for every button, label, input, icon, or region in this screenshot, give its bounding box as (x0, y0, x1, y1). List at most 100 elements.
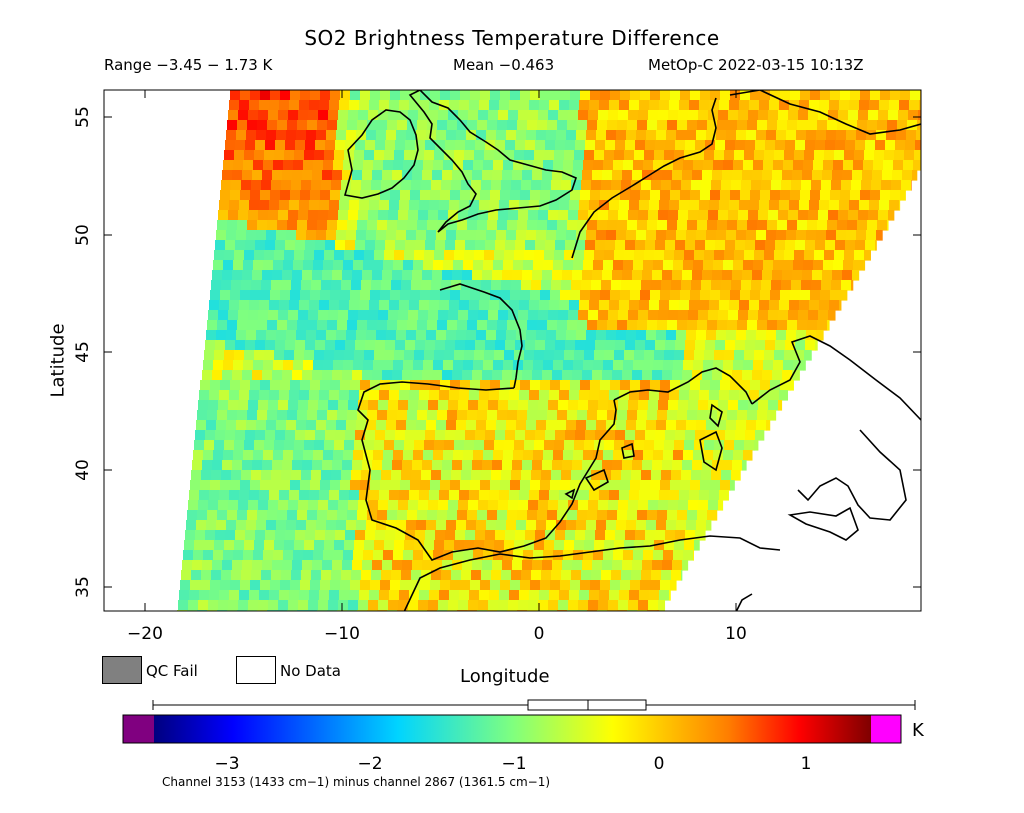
swath-pixel (639, 490, 650, 501)
swath-pixel (619, 300, 630, 311)
swath-pixel (283, 550, 294, 561)
swath-pixel (608, 500, 619, 511)
swath-pixel (215, 530, 226, 541)
swath-pixel (228, 110, 239, 121)
swath-pixel (378, 110, 389, 121)
swath-pixel (207, 410, 218, 421)
swath-pixel (335, 530, 346, 541)
swath-pixel (757, 220, 768, 231)
swath-pixel (559, 390, 570, 401)
swath-pixel (574, 350, 585, 361)
swath-pixel (372, 370, 383, 381)
swath-pixel (240, 380, 251, 391)
swath-pixel (759, 300, 770, 311)
swath-pixel (529, 590, 540, 601)
swath-pixel (598, 600, 609, 611)
swath-pixel (232, 170, 243, 181)
swath-pixel (719, 200, 730, 211)
swath-pixel (710, 190, 721, 201)
swath-pixel (859, 100, 870, 111)
swath-pixel (330, 480, 341, 491)
swath-pixel (196, 520, 207, 531)
swath-pixel (427, 510, 438, 521)
swath-pixel (223, 160, 234, 171)
swath-pixel (733, 160, 744, 171)
swath-pixel (550, 190, 561, 201)
swath-pixel (243, 550, 254, 561)
swath-pixel (558, 400, 569, 411)
swath-pixel (557, 510, 568, 521)
swath-pixel (231, 180, 242, 191)
swath-pixel (566, 130, 577, 141)
swath-pixel (408, 210, 419, 221)
swath-pixel (686, 330, 697, 341)
swath-pixel (337, 120, 348, 131)
swath-pixel (597, 610, 608, 611)
swath-pixel (672, 460, 683, 471)
swath-pixel (678, 310, 689, 321)
swath-pixel (421, 470, 432, 481)
swath-pixel (257, 120, 268, 131)
swath-pixel (431, 470, 442, 481)
swath-pixel (268, 110, 279, 121)
swath-pixel (342, 170, 353, 181)
swath-pixel (225, 340, 236, 351)
swath-pixel (444, 250, 455, 261)
swath-pixel (388, 310, 399, 321)
coastline-italy (751, 335, 921, 541)
swath-pixel (234, 250, 245, 261)
swath-pixel (738, 310, 749, 321)
swath-pixel (515, 430, 526, 441)
swath-pixel (265, 140, 276, 151)
swath-pixel (422, 560, 433, 571)
swath-pixel (700, 380, 711, 391)
swath-pixel (331, 180, 342, 191)
swath-pixel (413, 160, 424, 171)
swath-pixel (397, 220, 408, 231)
swath-pixel (816, 130, 827, 141)
swath-pixel (278, 110, 289, 121)
swath-pixel (693, 260, 704, 271)
swath-pixel (786, 130, 797, 141)
swath-pixel (259, 300, 270, 311)
swath-pixel (249, 390, 260, 401)
swath-pixel (430, 580, 441, 591)
swath-pixel (308, 310, 319, 321)
swath-pixel (520, 580, 531, 591)
swath-pixel (289, 300, 300, 311)
swath-pixel (650, 190, 661, 201)
swath-pixel (308, 110, 319, 121)
swath-pixel (433, 550, 444, 561)
swath-pixel (640, 380, 651, 391)
swath-pixel (574, 150, 585, 161)
swath-pixel (673, 450, 684, 461)
swath-pixel (604, 440, 615, 451)
swath-pixel (574, 440, 585, 451)
swath-pixel (677, 510, 688, 521)
swath-pixel (694, 540, 700, 551)
swath-pixel (453, 260, 464, 271)
swath-pixel (458, 500, 469, 511)
swath-pixel (226, 130, 237, 141)
swath-pixel (246, 130, 257, 141)
swath-pixel (388, 400, 399, 411)
swath-pixel (293, 260, 304, 271)
swath-pixel (208, 600, 219, 611)
swath-pixel (417, 610, 428, 611)
swath-pixel (638, 210, 649, 221)
swath-pixel (628, 500, 639, 511)
swath-pixel (370, 580, 381, 591)
swath-pixel (229, 100, 240, 111)
swath-pixel (316, 130, 327, 141)
swath-pixel (330, 190, 341, 201)
swath-pixel (737, 120, 748, 131)
swath-pixel (435, 240, 446, 251)
swath-pixel (542, 460, 553, 471)
swath-pixel (469, 200, 480, 211)
swath-pixel (725, 340, 736, 351)
swath-pixel (387, 410, 398, 421)
swath-pixel (603, 550, 614, 561)
swath-pixel (317, 410, 328, 421)
swath-pixel (475, 340, 486, 351)
swath-pixel (393, 360, 404, 371)
